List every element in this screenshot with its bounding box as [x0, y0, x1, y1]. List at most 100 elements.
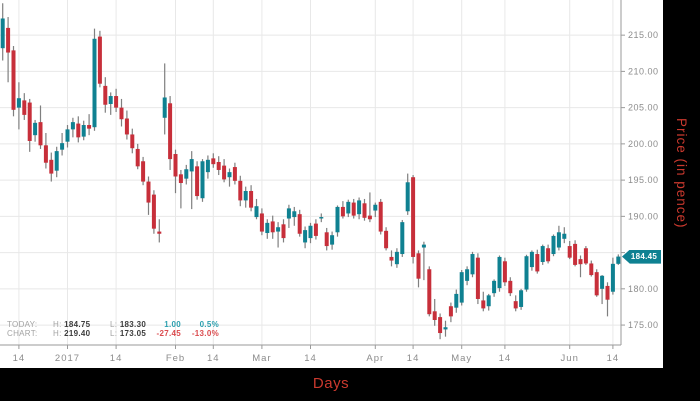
candle-body-up [373, 204, 378, 211]
candle-body-up [65, 129, 70, 142]
candle-body-down [411, 177, 416, 257]
candle-body-up [162, 97, 167, 118]
candle-body-up [189, 159, 194, 172]
candle-body-up [400, 222, 405, 255]
stats-row-chart: CHART: H: 219.40 L: 173.05 -27.45 -13.0% [0, 329, 230, 338]
last-price-value: 184.45 [630, 252, 658, 262]
candle-body-down [141, 161, 146, 182]
candle-body-down [324, 232, 329, 247]
candle-body-down [259, 213, 264, 232]
x-tick-label: 14 [110, 353, 123, 364]
candle-body-down [594, 272, 599, 296]
candle-body-down [297, 214, 302, 234]
candle-body-down [508, 280, 513, 294]
candle-body-down [173, 154, 178, 177]
candle-body-down [340, 206, 345, 217]
x-tick-label: Mar [252, 353, 271, 364]
candle-body-down [211, 158, 216, 165]
y-tick-label: 190.00 [628, 211, 659, 221]
candle-body-down [281, 224, 286, 239]
candle-body-up [540, 246, 545, 263]
candle-body-up [421, 244, 426, 248]
candle-body-up [405, 182, 410, 212]
stats-row-today: TODAY: H: 184.75 L: 183.30 1.00 0.5% [0, 320, 230, 329]
x-tick-label: 2017 [55, 353, 80, 364]
candle-body-down [222, 165, 227, 180]
candle-body-down [216, 161, 221, 170]
today-change: 1.00 [164, 320, 181, 329]
y-tick-label: 205.00 [628, 103, 659, 113]
y-tick-label: 195.00 [628, 175, 659, 185]
candle-body-down [270, 221, 275, 233]
candle-body-down [378, 201, 383, 232]
candle-body-up [276, 227, 281, 232]
x-tick-label: 14 [499, 353, 512, 364]
candle-body-down [114, 96, 119, 108]
candle-body-up [319, 217, 324, 219]
candle-body-down [11, 50, 16, 110]
candle-body-up [562, 233, 567, 239]
candle-body-down [567, 246, 572, 258]
candle-body-up [308, 225, 313, 239]
candle-body-up [108, 96, 113, 105]
candle-body-down [578, 259, 583, 265]
candle-body-down [146, 181, 151, 203]
candle-body-up [470, 254, 475, 275]
candle-body-down [103, 85, 108, 105]
y-tick-label: 180.00 [628, 284, 659, 294]
y-axis-title: Price (in pence) [674, 118, 689, 229]
y-tick-label: 210.00 [628, 66, 659, 76]
candle-body-down [583, 248, 588, 264]
candle-body-up [54, 151, 59, 171]
today-change-pct: 0.5% [199, 320, 219, 329]
candle-body-down [502, 261, 507, 283]
x-tick-label: Apr [366, 353, 384, 364]
candle-body-down [43, 145, 48, 163]
candle-body-up [616, 256, 621, 264]
candle-body-down [438, 317, 443, 334]
x-tick-label: 14 [607, 353, 620, 364]
candle-body-up [243, 190, 248, 201]
candle-body-up [0, 18, 5, 49]
candle-body-up [292, 211, 297, 218]
candle-body-up [286, 208, 291, 219]
candle-body-up [600, 275, 605, 289]
candle-body-down [6, 27, 11, 53]
candle-body-up [205, 159, 210, 173]
candle-body-up [227, 172, 232, 178]
candle-body-down [97, 36, 102, 84]
candle-body-down [605, 285, 610, 300]
candle-body-up [492, 280, 497, 294]
chart-change: -27.45 [156, 329, 181, 338]
candle-body-up [357, 200, 362, 215]
candle-body-down [249, 190, 254, 208]
x-tick-label: Feb [166, 353, 185, 364]
candle-body-up [330, 235, 335, 245]
candle-body-down [432, 311, 437, 320]
candle-body-up [346, 201, 351, 214]
candle-body-down [124, 118, 129, 135]
candle-body-up [394, 251, 399, 265]
candle-body-down [168, 103, 173, 160]
candle-body-down [589, 263, 594, 276]
candle-body-down [389, 256, 394, 261]
candle-body-up [200, 161, 205, 199]
candle-body-up [303, 230, 308, 243]
candle-body-down [513, 301, 518, 309]
candle-body-down [151, 194, 156, 229]
x-tick-label: 14 [304, 353, 317, 364]
candle-body-down [49, 159, 54, 174]
candle-body-down [130, 134, 135, 149]
candle-body-down [546, 248, 551, 262]
candle-body-down [27, 102, 32, 141]
candle-body-down [384, 230, 389, 249]
candle-body-up [556, 232, 561, 248]
candle-body-up [265, 222, 270, 234]
candle-body-up [33, 122, 38, 136]
candle-body-up [610, 263, 615, 292]
candle-body-down [313, 223, 318, 236]
candle-body-up [92, 38, 97, 128]
candle-body-up [335, 206, 340, 233]
